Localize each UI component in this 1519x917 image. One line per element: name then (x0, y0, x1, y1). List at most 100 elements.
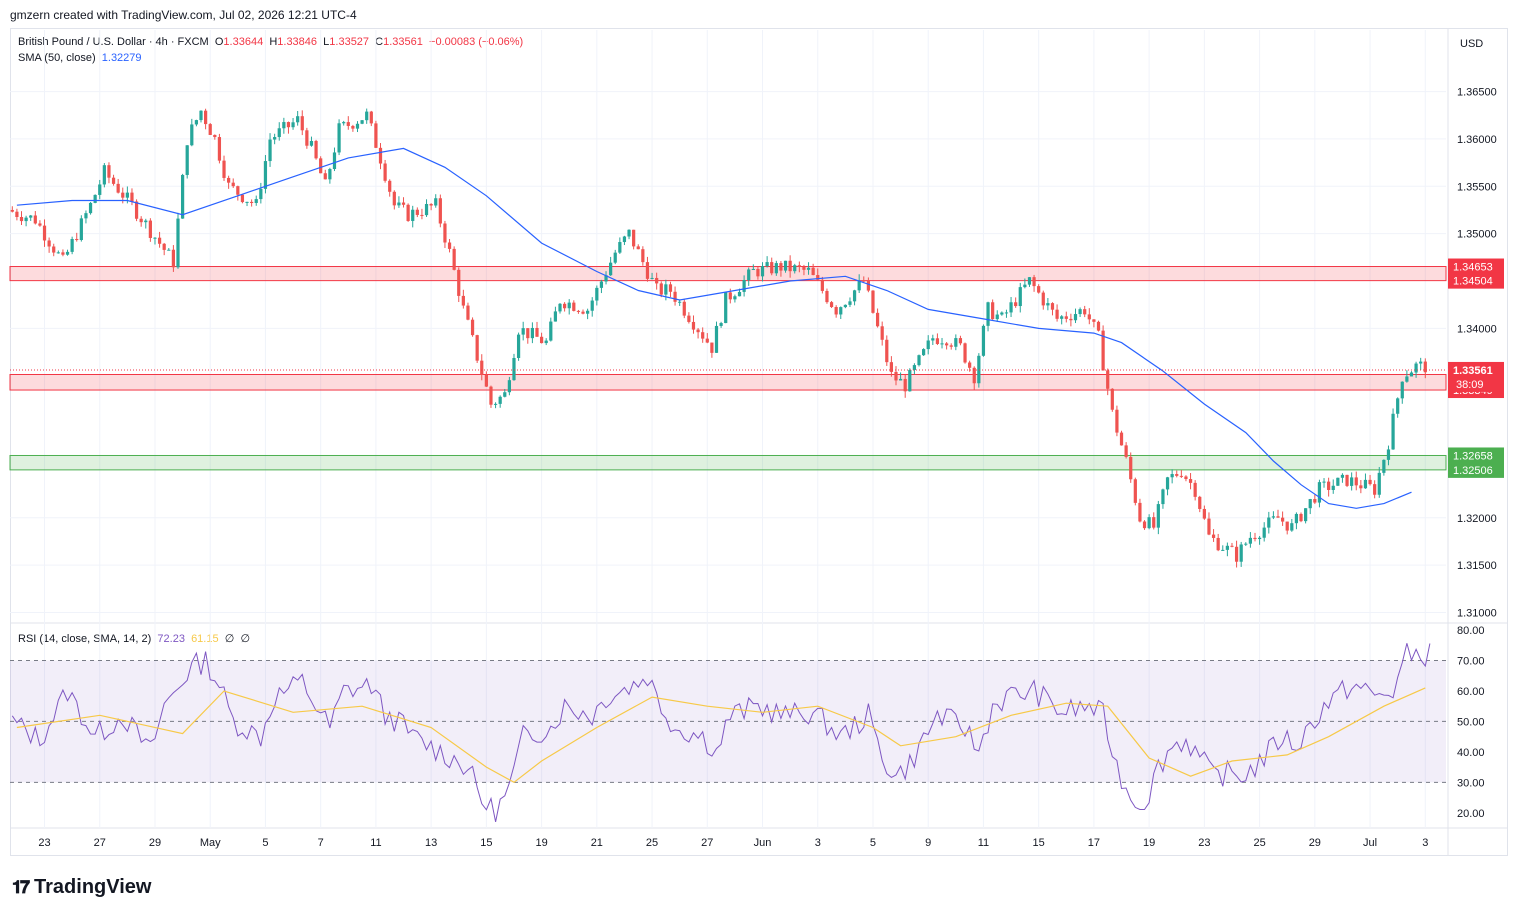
time-tick-label: Jul (1363, 837, 1377, 849)
candle-body (1234, 546, 1239, 562)
candle-body (898, 378, 903, 381)
candle-body (1004, 312, 1009, 314)
rsi-label[interactable]: RSI (14, close, SMA, 14, 2) (18, 633, 152, 645)
zone-price-label: 1.34504 (1453, 276, 1493, 288)
candle-body (1248, 537, 1253, 544)
candle-body (1262, 527, 1266, 538)
time-tick-label: 15 (1033, 837, 1045, 849)
time-tick-label: Jun (754, 837, 772, 849)
candle-body (1124, 445, 1128, 457)
candle-body (42, 225, 47, 241)
candle-body (885, 339, 889, 363)
candle-body (360, 120, 364, 124)
candle-body (305, 130, 309, 146)
candle-body (438, 198, 442, 224)
candle-body (15, 211, 19, 218)
candle-body (935, 338, 940, 344)
candle-body (420, 214, 424, 216)
candle-body (1276, 516, 1280, 518)
candle-body (770, 262, 774, 274)
candle-body (415, 209, 419, 215)
candle-body (1230, 545, 1234, 547)
candle-body (1138, 502, 1142, 522)
symbol-title[interactable]: British Pound / U.S. Dollar · 4h · FXCM (18, 36, 209, 48)
open-label: O (214, 36, 224, 48)
candle-body (231, 182, 235, 187)
candle-body (323, 173, 327, 180)
candle-body (834, 307, 838, 315)
zone-price-tag (1448, 272, 1504, 289)
candle-body (1382, 459, 1386, 473)
candle-body (714, 325, 719, 353)
candle-body (107, 165, 111, 178)
candle-body (1073, 314, 1078, 321)
candle-body (93, 194, 97, 203)
candle-body (553, 311, 558, 322)
candle-body (650, 277, 654, 279)
rsi-tick-label: 50.00 (1457, 716, 1485, 728)
candle-body (130, 192, 134, 202)
candle-body (1221, 549, 1225, 551)
candle-body (493, 403, 498, 405)
candle-body (466, 305, 470, 320)
candle-body (691, 321, 696, 330)
candle-body (995, 314, 999, 320)
currency-selector[interactable]: USD (1460, 38, 1484, 50)
candle-body (604, 275, 608, 282)
price-tick-label: 1.36500 (1457, 87, 1497, 99)
candle-body (33, 215, 37, 224)
candle-body (871, 290, 875, 313)
candle-body (549, 321, 553, 341)
sma-label[interactable]: SMA (50, close) (18, 52, 96, 64)
candle-body (457, 269, 461, 296)
candle-body (1373, 484, 1377, 495)
candle-body (747, 269, 751, 281)
candle-body (521, 328, 525, 335)
candle-body (1147, 517, 1151, 529)
zone-price-label: 1.32506 (1453, 465, 1493, 477)
candle-body (282, 122, 286, 129)
rsi-layer (10, 643, 1446, 822)
candle-body (245, 201, 249, 203)
candle-body (1253, 537, 1257, 540)
candle-body (1414, 363, 1418, 373)
candle-body (1037, 286, 1041, 293)
candle-body (1202, 508, 1206, 519)
candle-body (567, 302, 571, 309)
candle-body (236, 186, 240, 195)
candle-body (728, 292, 732, 300)
candle-body (562, 303, 567, 309)
time-tick-label: 15 (480, 837, 492, 849)
price-axis: 1.36500 1.36000 1.35500 1.35000 1.34000 1.320… (1448, 87, 1504, 820)
candle-body (1244, 543, 1248, 545)
candle-body (539, 336, 544, 344)
candle-body (968, 362, 972, 368)
candle-body (153, 237, 157, 239)
candle-body (1060, 316, 1064, 319)
candle-body (369, 111, 373, 124)
time-tick-label: 27 (701, 837, 713, 849)
candle-body (1106, 370, 1110, 389)
candle-body (401, 202, 406, 205)
candle-body (254, 199, 258, 203)
rsi-tick-label: 60.00 (1457, 686, 1485, 698)
candle-body (811, 267, 815, 276)
candle-body (586, 310, 590, 314)
rsi-ma-line (16, 687, 1426, 784)
candle-body (222, 160, 226, 178)
candle-body (751, 269, 755, 271)
candle-body (1101, 330, 1105, 371)
candle-body (710, 342, 714, 353)
candle-body (981, 325, 986, 356)
time-tick-label: 29 (149, 837, 161, 849)
candle-body (406, 204, 410, 221)
candle-body (273, 137, 277, 140)
candle-body (829, 302, 834, 308)
candle-body (991, 302, 995, 320)
time-tick-label: 21 (591, 837, 603, 849)
candle-body (636, 246, 640, 250)
candle-body (424, 203, 429, 216)
candle-body (1271, 516, 1276, 518)
open-value: 1.33644 (223, 36, 264, 48)
